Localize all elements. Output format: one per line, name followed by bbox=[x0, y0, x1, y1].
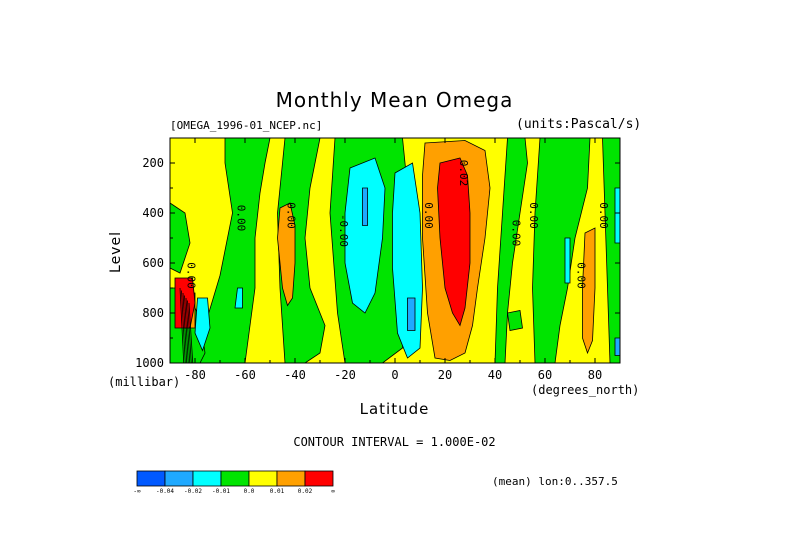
colorbar-label: 0.01 bbox=[270, 488, 285, 495]
contour-label: 0.00 bbox=[185, 262, 198, 289]
averaging-info: (mean) lon:0..357.5 bbox=[492, 475, 618, 488]
contour-label: 0.00 bbox=[235, 205, 248, 232]
colorbar-label: -∞ bbox=[133, 488, 141, 495]
y-tick-label: 200 bbox=[142, 156, 164, 170]
y-tick-label: 1000 bbox=[135, 356, 164, 370]
colorbar-swatch bbox=[192, 470, 222, 487]
contour-region bbox=[582, 227, 596, 355]
colorbar-swatch bbox=[220, 470, 250, 487]
x-tick-label: 20 bbox=[438, 368, 452, 382]
dataset-filename: [OMEGA_1996-01_NCEP.nc] bbox=[170, 119, 323, 132]
x-tick-label: -80 bbox=[184, 368, 206, 382]
contour-label: 0.00 bbox=[285, 202, 298, 229]
contour-region bbox=[614, 187, 620, 244]
steep-gradient-lines bbox=[179, 287, 194, 363]
y-tick-label: 600 bbox=[142, 256, 164, 270]
colorbar-swatch bbox=[136, 470, 166, 487]
contour-label: -0.00 bbox=[337, 214, 350, 247]
colorbar-swatch bbox=[276, 470, 306, 487]
contour-region bbox=[277, 138, 326, 363]
dense-contour-line bbox=[185, 297, 191, 363]
contour-region bbox=[170, 202, 191, 274]
axis-ticks: -80 -60 -40 -20 0 20 40 60 80 200 400 600 800 1000 bbox=[135, 137, 621, 382]
x-tick-label: 0 bbox=[391, 368, 398, 382]
x-tick-label: -40 bbox=[284, 368, 306, 382]
dense-contour-line bbox=[188, 302, 194, 363]
dense-contour-line bbox=[179, 287, 185, 363]
dense-contour-line bbox=[181, 290, 186, 363]
contour-region bbox=[199, 138, 271, 363]
colorbar-label: ∞ bbox=[331, 488, 335, 495]
contour-label: 0.02 bbox=[457, 160, 470, 187]
x-tick-label: 80 bbox=[588, 368, 602, 382]
x-tick-label: -60 bbox=[234, 368, 256, 382]
contour-label: 0.00 bbox=[527, 202, 540, 229]
contour-region bbox=[407, 297, 416, 331]
contour-fill-layer bbox=[170, 138, 620, 363]
contour-labels-layer: 0.00 0.00 0.00 -0.00 0.00 0.02 0.00 0.00 0.00 0.0… bbox=[185, 160, 611, 289]
x-axis-unit: (degrees_north) bbox=[531, 383, 640, 397]
contour-region bbox=[507, 310, 523, 331]
colorbar-label: 0.02 bbox=[298, 488, 313, 495]
x-tick-label: 40 bbox=[488, 368, 502, 382]
colorbar: -∞ -0.04 -0.02 -0.01 0.0 0.01 0.02 ∞ bbox=[133, 470, 335, 495]
colorbar-label: -0.02 bbox=[184, 488, 202, 495]
colorbar-label: -0.01 bbox=[212, 488, 230, 495]
y-tick-label: 400 bbox=[142, 206, 164, 220]
contour-region bbox=[614, 337, 620, 356]
contour-region bbox=[234, 287, 243, 309]
x-tick-label: -20 bbox=[334, 368, 356, 382]
contour-region bbox=[362, 187, 368, 226]
x-tick-label: 60 bbox=[538, 368, 552, 382]
y-axis-unit: (millibar) bbox=[108, 375, 181, 389]
contour-region bbox=[564, 237, 571, 284]
colorbar-swatch bbox=[304, 470, 334, 487]
contour-label: 0.00 bbox=[510, 220, 523, 247]
dense-contour-line bbox=[182, 292, 188, 363]
contour-region bbox=[194, 297, 211, 352]
colorbar-swatch bbox=[248, 470, 278, 487]
x-axis-title: Latitude bbox=[359, 400, 430, 418]
colorbar-label: 0.0 bbox=[244, 488, 255, 495]
contour-region bbox=[344, 157, 386, 314]
chart-title: Monthly Mean Omega bbox=[275, 88, 514, 112]
dense-contour-line bbox=[187, 300, 192, 363]
contour-label: 0.00 bbox=[575, 262, 588, 289]
dense-contour-line bbox=[184, 295, 189, 363]
contour-region bbox=[277, 202, 296, 307]
contour-region bbox=[437, 157, 471, 327]
y-axis-title: Level bbox=[107, 231, 124, 273]
contour-label: 0.00 bbox=[597, 202, 610, 229]
colorbar-swatch bbox=[164, 470, 194, 487]
contour-label: 0.00 bbox=[422, 202, 435, 229]
contour-region bbox=[532, 138, 591, 363]
contour-interval-text: CONTOUR INTERVAL = 1.000E-02 bbox=[293, 435, 496, 449]
colorbar-label: -0.04 bbox=[156, 488, 174, 495]
units-label: (units:Pascal/s) bbox=[516, 117, 642, 132]
y-tick-label: 800 bbox=[142, 306, 164, 320]
